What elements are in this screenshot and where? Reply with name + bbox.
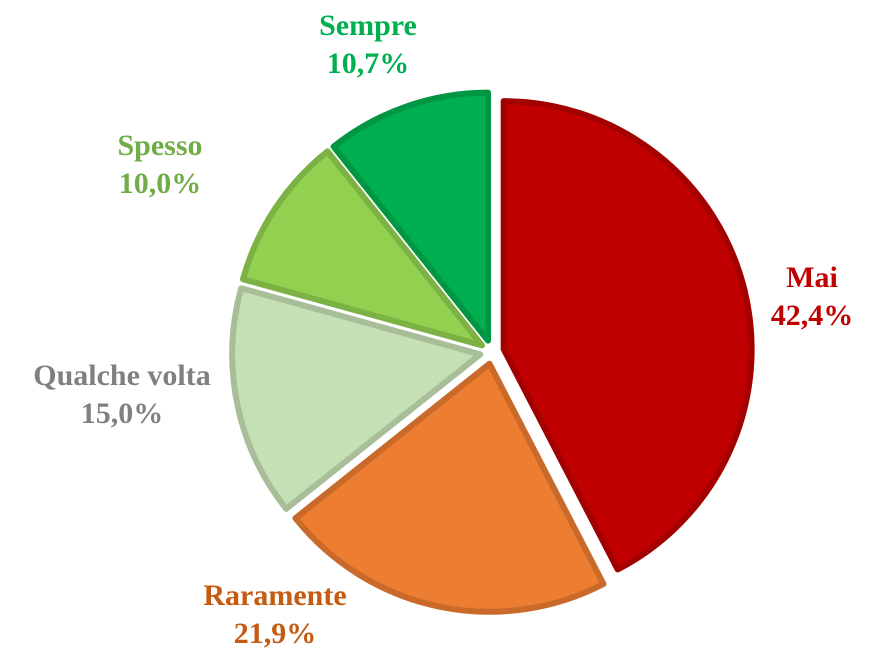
slice-label: Raramente (203, 579, 346, 612)
slice-value-label: 10,0% (119, 167, 202, 200)
slice-value-label: 10,7% (327, 47, 410, 80)
slice-label: Qualche volta (33, 359, 211, 392)
pie-slice (239, 148, 485, 349)
pie-slice (229, 285, 484, 512)
slice-label: Spesso (117, 129, 202, 162)
slice-value-label: 15,0% (81, 397, 164, 430)
slice-value-label: 42,4% (771, 299, 854, 332)
pie-slice (500, 98, 755, 573)
pie-slice (292, 360, 607, 615)
pie-slice (330, 89, 492, 344)
slice-value-label: 21,9% (234, 617, 317, 650)
slice-label: Mai (786, 261, 838, 294)
slice-label: Sempre (319, 9, 417, 42)
